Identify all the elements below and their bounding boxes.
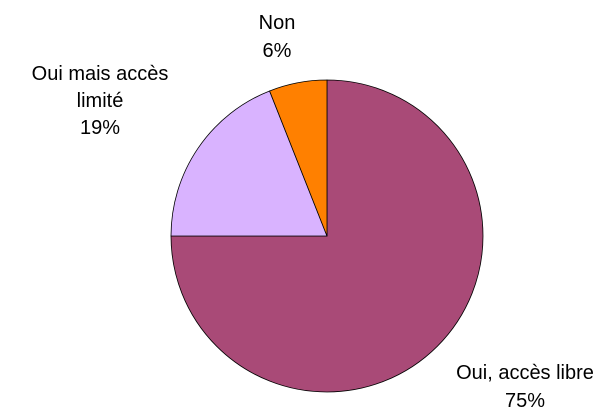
slice-label-oui-acces-libre: Oui, accès libre [456, 362, 594, 384]
pie-slice-oui-acc-s-libre [170, 79, 484, 393]
pie-slice-non [269, 79, 328, 237]
slice-label-oui-mais-acces-limite-line1: Oui mais accès [32, 63, 169, 85]
pie-slice-oui-mais-acc-s-limit [170, 90, 328, 237]
pie-labels: Oui, accès libre 75% Oui mais accès limi… [32, 12, 594, 412]
slice-label-non: Non [259, 12, 296, 34]
slice-label-oui-mais-acces-limite-line2: limité [77, 90, 124, 112]
slice-value-oui-acces-libre: 75% [505, 390, 545, 412]
pie-slices [170, 79, 484, 393]
slice-value-non: 6% [263, 40, 292, 62]
slice-value-oui-mais-acces-limite: 19% [80, 117, 120, 139]
